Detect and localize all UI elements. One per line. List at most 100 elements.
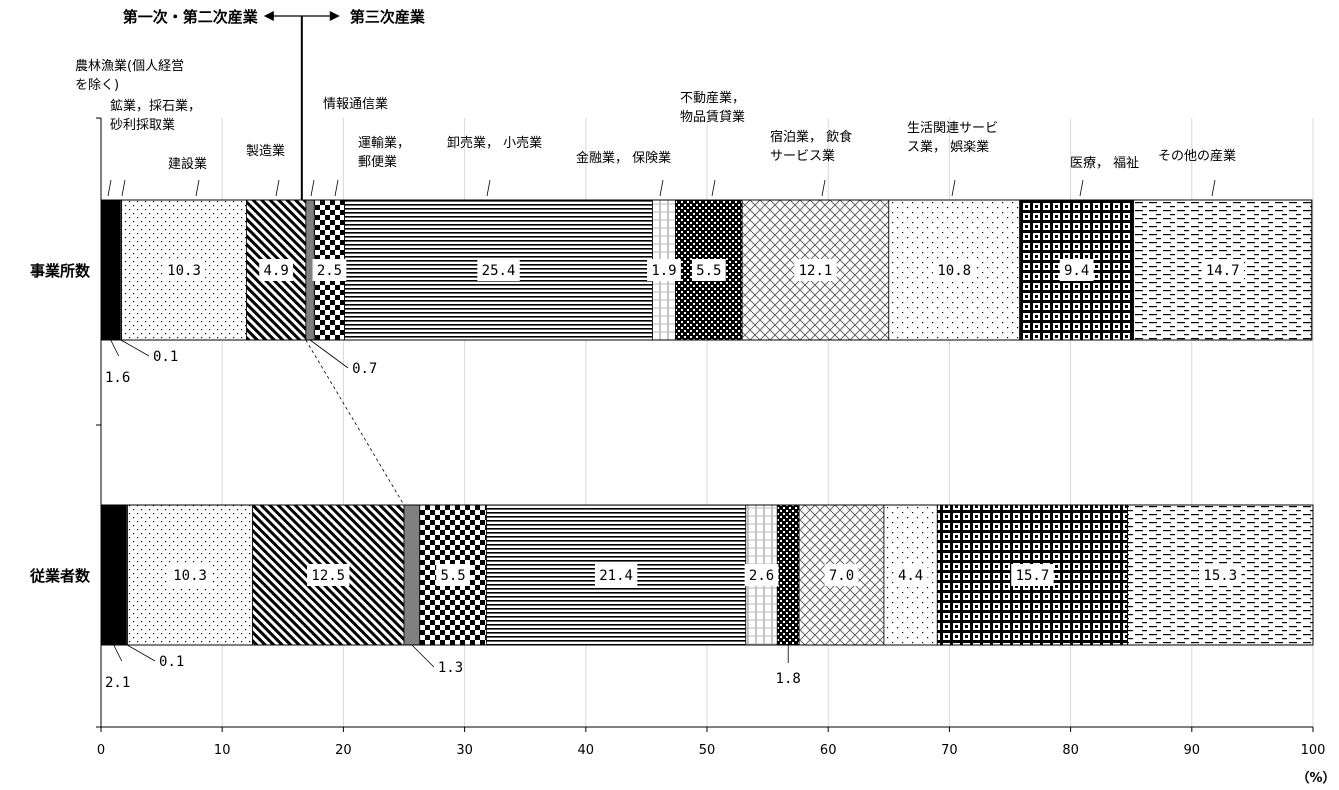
- value-label-box: [933, 259, 976, 281]
- industry-label: 物品賃貸業: [680, 109, 745, 125]
- arrow-left-icon: [263, 11, 274, 21]
- x-tick-label: 50: [699, 743, 716, 758]
- connector-line: [305, 339, 405, 506]
- value-label-box: [162, 259, 206, 281]
- leader-line: [110, 339, 120, 357]
- industry-label: 金融業， 保険業: [576, 150, 671, 166]
- value-label: 4.4: [898, 568, 923, 584]
- industry-label: 医療， 福祉: [1070, 156, 1139, 171]
- industry-label: 農林漁業(個人経営: [75, 58, 184, 74]
- value-label-box: [744, 564, 779, 586]
- value-label: 5.5: [440, 568, 465, 584]
- value-label: 4.9: [263, 263, 288, 279]
- value-label: 10.3: [173, 568, 207, 584]
- value-label-box: [1199, 564, 1242, 586]
- value-label-box: [594, 564, 638, 586]
- value-label: 10.3: [167, 263, 201, 279]
- value-label-box: [647, 259, 681, 281]
- industry-label: 情報通信業: [323, 96, 388, 112]
- industry-label: 運輸業，: [358, 135, 410, 151]
- x-tick-label: 90: [1184, 743, 1201, 758]
- industry-label: その他の産業: [1158, 148, 1236, 164]
- value-label: 0.7: [352, 361, 377, 377]
- industry-pointer: [195, 179, 200, 197]
- x-tick-label: 100: [1301, 743, 1326, 758]
- industry-label: 不動産業，: [680, 90, 745, 106]
- x-tick-label: 80: [1062, 743, 1079, 758]
- industry-label: 卸売業， 小売業: [447, 135, 542, 151]
- value-label: 5.5: [696, 263, 721, 279]
- value-label: 2.6: [749, 568, 774, 584]
- industry-pointer: [821, 179, 826, 197]
- value-label: 1.8: [776, 671, 801, 687]
- bar-segment: [486, 504, 747, 646]
- industry-pointer: [951, 179, 956, 197]
- value-label-box: [794, 259, 837, 281]
- value-label: 1.6: [105, 370, 130, 386]
- value-label: 14.7: [1206, 263, 1240, 279]
- industry-pointer: [121, 179, 126, 197]
- industry-pointer: [310, 179, 315, 197]
- bar-segment: [776, 504, 800, 646]
- industry-label: 生活関連サービ: [907, 121, 998, 136]
- industry-pointer: [1211, 179, 1216, 197]
- bar-outline: [100, 199, 1313, 341]
- value-label: 25.4: [482, 263, 516, 279]
- industry-pointer: [486, 179, 491, 197]
- industry-label: 宿泊業， 飲食: [770, 129, 852, 145]
- value-label-box: [893, 564, 928, 586]
- value-label: 2.5: [317, 263, 342, 279]
- industry-pointer: [334, 179, 339, 197]
- value-label-box: [312, 259, 347, 281]
- x-tick-label: 70: [941, 743, 958, 758]
- bar-outline: [100, 504, 1314, 646]
- industry-label: を除く): [75, 78, 119, 93]
- value-label-box: [824, 564, 859, 586]
- x-tick-label: 10: [214, 743, 231, 758]
- value-label: 1.3: [438, 660, 463, 676]
- value-label-box: [691, 259, 726, 281]
- bar-segment: [403, 504, 421, 646]
- industry-pointer: [711, 179, 716, 197]
- category-label: 事業所数: [30, 262, 91, 280]
- x-tick-label: 40: [578, 743, 595, 758]
- sector-left-label: 第一次・第二次産業: [123, 8, 259, 26]
- x-tick-label: 20: [335, 743, 352, 758]
- industry-pointer: [1079, 179, 1084, 197]
- industry-label: 建設業: [168, 156, 207, 172]
- value-label: 0.1: [153, 349, 178, 365]
- arrow-right-icon: [329, 11, 340, 21]
- value-label: 9.4: [1064, 263, 1089, 279]
- x-tick-label: 60: [820, 743, 837, 758]
- industry-pointer: [659, 179, 664, 197]
- value-label: 12.1: [799, 263, 833, 279]
- value-label-box: [259, 259, 294, 281]
- industry-label: ス業， 娯楽業: [907, 139, 989, 155]
- value-label: 12.5: [311, 568, 345, 584]
- value-label: 21.4: [599, 568, 633, 584]
- leader-line: [113, 644, 123, 662]
- value-label: 10.8: [937, 263, 971, 279]
- bar-segment: [100, 504, 127, 646]
- value-label-box: [1201, 259, 1244, 281]
- category-label: 従業者数: [29, 567, 91, 585]
- leader-line: [411, 644, 435, 668]
- value-label-box: [168, 564, 212, 586]
- x-tick-label: 0: [97, 743, 105, 758]
- industry-label: サービス業: [770, 148, 835, 164]
- industry-pointer: [275, 179, 280, 197]
- value-label-box: [436, 564, 470, 586]
- industry-label: 鉱業，採石業，: [110, 98, 201, 114]
- industry-label: 砂利採取業: [110, 117, 175, 133]
- industry-label: 郵便業: [358, 154, 397, 170]
- value-label: 0.1: [159, 654, 184, 670]
- value-label-box: [1059, 259, 1094, 281]
- leader-line: [120, 339, 150, 357]
- sector-right-label: 第三次産業: [350, 8, 426, 26]
- value-label: 1.9: [651, 263, 676, 279]
- bar-segment: [100, 199, 121, 341]
- value-label: 15.7: [1016, 568, 1050, 584]
- value-label: 2.1: [105, 675, 130, 691]
